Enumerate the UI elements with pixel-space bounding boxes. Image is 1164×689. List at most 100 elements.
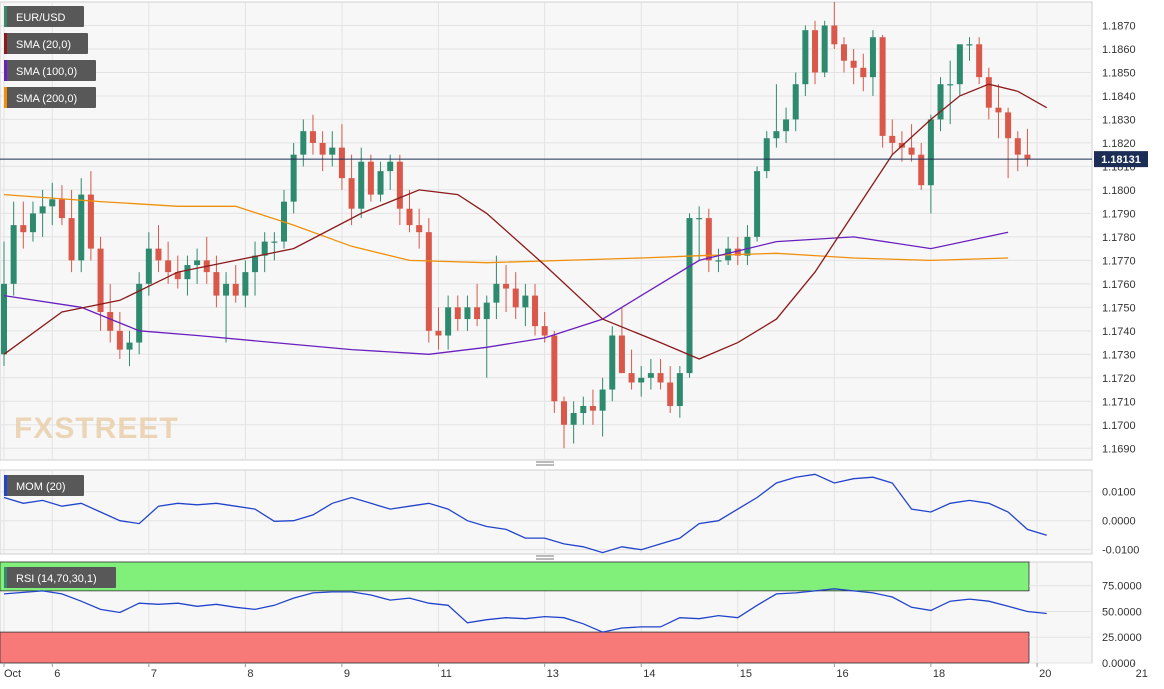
momentum-tag-swatch [4, 475, 7, 496]
candle-body [628, 373, 635, 383]
candle-body [512, 288, 519, 308]
candle-body [503, 283, 510, 289]
candle-body [406, 208, 413, 226]
candle-body [580, 405, 587, 414]
rsi-line [3, 588, 1047, 633]
candle-body [618, 335, 625, 374]
price-tick-label: 1.1730 [1102, 349, 1136, 361]
x-tick-label: 15 [740, 668, 752, 680]
candle-body [763, 138, 770, 172]
candle-body [715, 260, 722, 262]
price-tick-label: 1.1820 [1102, 138, 1136, 150]
candle-body [20, 225, 27, 233]
candle-body [676, 373, 683, 406]
sma20-tag-bg [4, 33, 88, 54]
candle-body [850, 60, 857, 68]
price-tick-label: 1.1800 [1102, 185, 1136, 197]
candle-body [338, 147, 345, 179]
candle-body [416, 225, 423, 233]
candle-body [937, 84, 944, 120]
candle-body [734, 248, 741, 256]
momentum-line [3, 473, 1047, 554]
candle-body [609, 335, 616, 390]
sma20-tag-label: SMA (20,0) [16, 39, 71, 51]
candle-body [522, 295, 529, 308]
momentum-tag-bg [4, 475, 84, 496]
candle-body [947, 84, 954, 86]
x-tick-label: 14 [643, 668, 655, 680]
rsi-tag-swatch [4, 567, 7, 588]
x-tick-label: 18 [933, 668, 945, 680]
candle-body [116, 330, 123, 350]
symbol-tag-swatch [4, 6, 7, 27]
price-tick-label: 1.1860 [1102, 44, 1136, 56]
candle-body [445, 307, 452, 336]
candle-body [367, 161, 374, 195]
candle-body [1005, 112, 1012, 139]
price-tick-label: 1.1720 [1102, 373, 1136, 385]
sma100-line [3, 231, 1009, 355]
candle-body [358, 161, 365, 209]
price-tick-label: 1.1710 [1102, 396, 1136, 408]
symbol-tag-bg [4, 6, 84, 27]
sma200-tag-bg [4, 87, 96, 108]
candle-body [918, 154, 925, 186]
candle-body [78, 194, 85, 261]
candle-body [493, 283, 500, 303]
candle-body [232, 283, 239, 296]
candle-body [1014, 138, 1021, 155]
candle-body [889, 135, 896, 143]
candle-body [97, 248, 104, 313]
rsi-tick-label: 25.0000 [1102, 632, 1142, 644]
x-tick-label: Oct [4, 668, 21, 680]
sma100-tag-bg [4, 60, 96, 81]
price-tick-label: 1.1690 [1102, 443, 1136, 455]
momentum-tag-label: MOM (20) [16, 481, 66, 493]
candle-body [869, 37, 876, 78]
candle-body [908, 147, 915, 155]
candle-body [1, 283, 7, 355]
candle-body [483, 302, 490, 320]
candle-body [309, 131, 316, 143]
candle-body [995, 107, 1002, 113]
rsi-oversold-zone [0, 631, 1030, 664]
rsi-tag-label: RSI (14,70,30,1) [16, 573, 97, 585]
momentum-tick-label: -0.0100 [1102, 545, 1139, 557]
candle-body [956, 44, 963, 85]
candle-body [261, 241, 268, 256]
candle-body [1024, 154, 1031, 160]
price-tick-label: 1.1770 [1102, 255, 1136, 267]
candle-body [638, 377, 645, 383]
candle-body [87, 194, 94, 249]
candle-body [879, 37, 886, 136]
symbol-tag-label: EUR/USD [16, 12, 66, 24]
watermark-text: FXSTREET [14, 412, 179, 445]
rsi-overbought-zone [0, 561, 1030, 592]
price-tick-label: 1.1740 [1102, 326, 1136, 338]
sma200-line [3, 193, 1009, 264]
price-tick-label: 1.1850 [1102, 67, 1136, 79]
candle-body [551, 335, 558, 402]
candle-body [184, 265, 191, 280]
candle-body [812, 30, 819, 73]
rsi-tick-label: 50.0000 [1102, 606, 1142, 618]
candle-body [319, 142, 326, 155]
last-price-label: 1.18131 [1101, 154, 1141, 166]
candle-body [194, 260, 201, 266]
candle-body [541, 326, 548, 336]
price-tick-label: 1.1840 [1102, 91, 1136, 103]
candle-body [744, 236, 751, 256]
candle-body [290, 154, 297, 202]
candle-body [754, 171, 761, 237]
candle-body [783, 119, 790, 132]
price-tick-label: 1.1780 [1102, 232, 1136, 244]
candle-body [10, 225, 17, 284]
candle-body [155, 248, 162, 261]
sma20-line [3, 83, 1048, 360]
candle-body [454, 307, 461, 320]
candle-body [49, 199, 56, 207]
candle-body [126, 342, 133, 350]
x-tick-label: 7 [151, 668, 157, 680]
